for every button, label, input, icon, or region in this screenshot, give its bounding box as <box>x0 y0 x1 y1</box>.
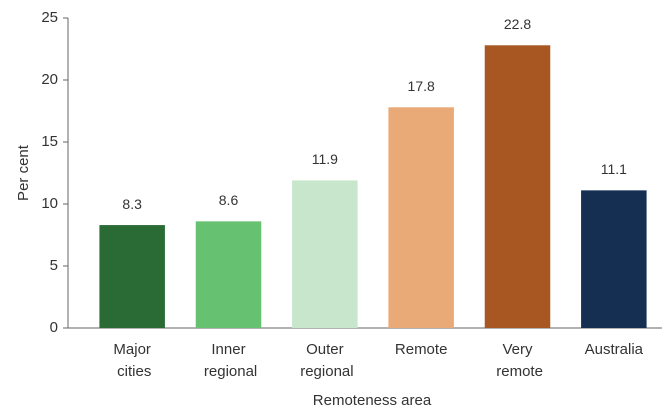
y-tick-label: 25 <box>41 9 58 26</box>
x-tick-label: Australia <box>585 341 644 358</box>
x-tick-label: Major cities <box>113 341 151 380</box>
y-tick-label: 5 <box>50 257 58 274</box>
y-tick-label: 15 <box>41 133 58 150</box>
y-tick-label: 20 <box>41 71 58 88</box>
bar <box>195 221 262 328</box>
bar <box>292 180 358 328</box>
y-tick-label: 10 <box>41 195 58 212</box>
value-label: 17.8 <box>408 78 435 94</box>
bar <box>99 225 165 328</box>
x-tick-label: Very remote <box>492 341 543 380</box>
value-label: 11.9 <box>312 151 338 167</box>
value-label: 8.3 <box>122 196 142 212</box>
bar <box>484 45 551 328</box>
value-label: 11.1 <box>601 161 627 177</box>
bar <box>581 190 647 328</box>
x-tick-label: Inner regional <box>200 341 258 380</box>
x-tick-label: Remote <box>395 341 448 358</box>
y-axis-label: Per cent <box>15 144 32 201</box>
x-tick-label: Outer regional <box>296 341 354 380</box>
y-tick-label: 0 <box>50 319 58 336</box>
bar <box>388 107 454 328</box>
value-label: 22.8 <box>504 16 531 32</box>
x-axis-label: Remoteness area <box>313 392 432 409</box>
value-label: 8.6 <box>219 192 239 208</box>
